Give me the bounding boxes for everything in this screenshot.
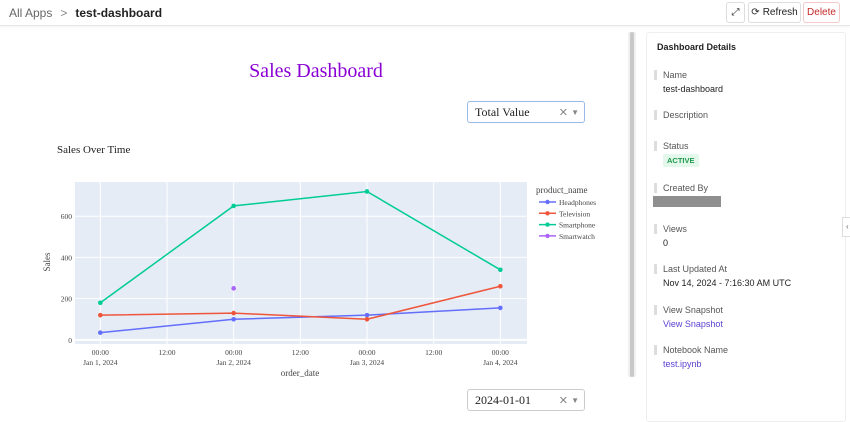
delete-button[interactable]: Delete [803, 2, 840, 23]
field-label: View Snapshot [654, 305, 723, 315]
x-tick-label: 00:00 [358, 348, 375, 357]
x-tick-label: 00:00 [92, 348, 109, 357]
legend-item-smartphone: Smartphone [559, 221, 596, 230]
series-line-television [100, 285, 501, 321]
y-axis-label: Sales [42, 252, 52, 271]
data-point-television [231, 310, 236, 316]
field-label: Status [654, 141, 699, 151]
chart-title: Sales Over Time [57, 144, 130, 156]
chevron-right-icon: > [60, 6, 68, 20]
x-tick-date: Jan 2, 2024 [216, 358, 251, 367]
legend-marker [545, 211, 550, 216]
sales-chart: Sales Over Time order_date Sales product… [42, 144, 596, 378]
field-status: Status ACTIVE [654, 141, 699, 167]
data-point-smartwatch [231, 286, 236, 291]
field-link[interactable]: View Snapshot [663, 319, 723, 329]
x-tick-label: 12:00 [425, 348, 442, 357]
field-label: Name [654, 70, 723, 80]
field-last-updated-at: Last Updated At Nov 14, 2024 - 7:16:30 AM… [654, 264, 791, 288]
top-bar: All Apps > test-dashboard ⤢ ⟳ Refresh Del… [0, 0, 850, 26]
field-value: test-dashboard [663, 84, 724, 94]
field-view-snapshot: View Snapshot View Snapshot [654, 305, 723, 329]
data-point-headphones [231, 316, 236, 322]
field-notebook-name: Notebook Name test.ipynb [654, 345, 728, 369]
scrollbar[interactable] [628, 32, 636, 377]
series-line-headphones [100, 307, 501, 334]
expand-button[interactable]: ⤢ [726, 2, 745, 23]
page-title: Sales Dashboard [249, 60, 383, 82]
refresh-icon: ⟳ [751, 7, 760, 18]
chevron-down-icon[interactable]: ▼ [571, 395, 579, 405]
refresh-label: Refresh [762, 7, 798, 18]
y-tick-label: 200 [61, 295, 73, 304]
legend-title: product_name [536, 185, 587, 195]
clear-icon[interactable]: ✕ [558, 106, 568, 119]
scrollbar-thumb[interactable] [630, 32, 634, 377]
legend-marker [545, 222, 550, 227]
field-label: Last Updated At [654, 264, 791, 274]
field-label: Description [654, 110, 708, 120]
breadcrumb: All Apps > test-dashboard [9, 6, 162, 20]
legend-marker [545, 199, 550, 205]
chevron-down-icon[interactable]: ▼ [571, 107, 579, 117]
x-axis-label: order_date [281, 368, 319, 378]
clear-icon[interactable]: ✕ [558, 394, 568, 407]
data-point-smartphone [98, 300, 103, 306]
y-tick-label: 400 [61, 253, 73, 262]
x-tick-date: Jan 3, 2024 [350, 358, 385, 367]
data-point-smartphone [498, 267, 503, 273]
legend-marker [545, 233, 550, 239]
series-line-smartphone [99, 190, 501, 304]
field-value: 0 [663, 238, 669, 248]
x-tick-date: Jan 4, 2024 [483, 358, 518, 367]
field-views: Views 0 [654, 224, 687, 248]
expand-icon: ⤢ [731, 7, 740, 18]
metric-select-value: Total Value [475, 104, 530, 119]
date-select-value: 2024-01-01 [475, 392, 531, 407]
legend-item-headphones: Headphones [559, 198, 596, 207]
field-label: Notebook Name [654, 345, 728, 355]
data-point-headphones [98, 330, 103, 335]
data-point-headphones [364, 312, 370, 318]
field-label: Created By [654, 183, 721, 193]
y-tick-label: 600 [61, 212, 73, 221]
x-tick-label: 12:00 [292, 348, 309, 357]
panel-title: Dashboard Details [657, 42, 737, 52]
field-description: Description [654, 110, 708, 120]
breadcrumb-all-apps[interactable]: All Apps [9, 6, 53, 20]
field-name: Name test-dashboard [654, 70, 723, 94]
redacted-value [653, 196, 721, 207]
legend-item-smartwatch: Smartwatch [559, 232, 595, 241]
y-tick-label: 0 [68, 336, 72, 345]
field-link[interactable]: test.ipynb [663, 359, 702, 369]
data-point-television [98, 312, 103, 318]
field-created-by: Created By [653, 183, 721, 207]
data-point-headphones [498, 305, 503, 311]
breadcrumb-current: test-dashboard [75, 6, 163, 20]
x-tick-date: Jan 1, 2024 [83, 358, 118, 367]
field-label: Views [654, 224, 687, 234]
date-select[interactable]: 2024-01-01 ✕ ▼ [467, 389, 585, 411]
refresh-button[interactable]: ⟳ Refresh [748, 2, 801, 23]
status-badge: ACTIVE [663, 154, 699, 167]
data-point-smartphone [231, 203, 236, 209]
x-tick-label: 00:00 [492, 348, 509, 357]
legend-item-television: Television [559, 209, 590, 218]
metric-select[interactable]: Total Value ✕ ▼ [467, 101, 585, 123]
details-panel: Dashboard Details Name test-dashboard Desc… [646, 32, 846, 422]
field-value: Nov 14, 2024 - 7:16:30 AM UTC [663, 278, 792, 288]
data-point-television [498, 283, 503, 289]
data-point-smartphone [364, 189, 370, 194]
plot-background [75, 182, 527, 344]
data-point-television [364, 316, 370, 322]
x-tick-label: 12:00 [158, 348, 175, 357]
chevron-left-icon[interactable]: ‹ [842, 217, 850, 237]
x-tick-label: 00:00 [225, 348, 242, 357]
